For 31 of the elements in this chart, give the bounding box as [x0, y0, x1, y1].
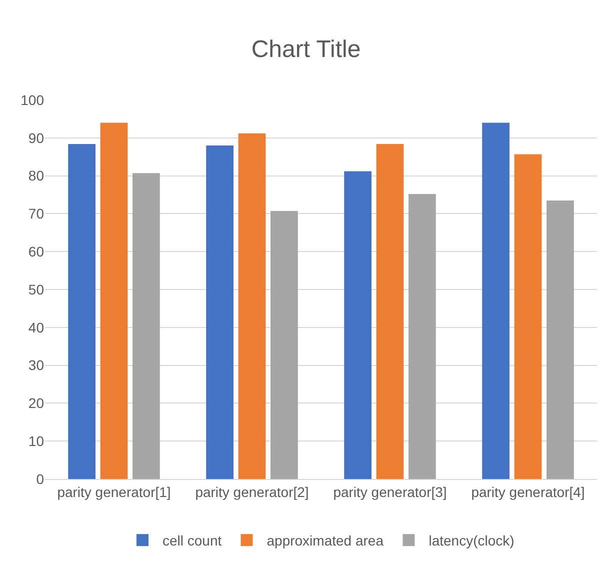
bar — [376, 144, 404, 479]
x-tick-label: parity generator[2] — [195, 484, 309, 500]
bar — [100, 122, 128, 479]
bar — [408, 194, 436, 479]
y-tick-label: 60 — [28, 244, 44, 260]
y-tick-label: 80 — [28, 168, 44, 184]
bar — [68, 144, 96, 479]
bar — [132, 173, 160, 479]
bar — [514, 154, 542, 479]
y-tick-label: 0 — [36, 470, 44, 487]
bar — [270, 211, 298, 479]
y-tick-label: 70 — [28, 206, 44, 222]
y-tick-label: 40 — [28, 319, 44, 336]
bar — [482, 122, 510, 479]
x-tick-label: parity generator[1] — [57, 484, 171, 500]
bar — [546, 200, 574, 479]
bar — [238, 133, 266, 479]
y-tick-label: 50 — [28, 281, 44, 298]
legend-label: latency(clock) — [428, 532, 514, 549]
y-tick-label: 100 — [20, 92, 44, 108]
bar — [344, 171, 372, 479]
legend-label: approximated area — [266, 532, 384, 549]
y-tick-label: 90 — [28, 130, 44, 146]
legend-label: cell count — [162, 532, 222, 549]
y-tick-label: 10 — [28, 433, 44, 449]
chart-title: Chart Title — [251, 36, 361, 63]
x-tick-label: parity generator[3] — [333, 484, 447, 500]
bar — [206, 145, 234, 479]
x-tick-label: parity generator[4] — [471, 484, 585, 500]
y-tick-label: 30 — [28, 357, 44, 374]
y-tick-label: 20 — [28, 395, 44, 412]
